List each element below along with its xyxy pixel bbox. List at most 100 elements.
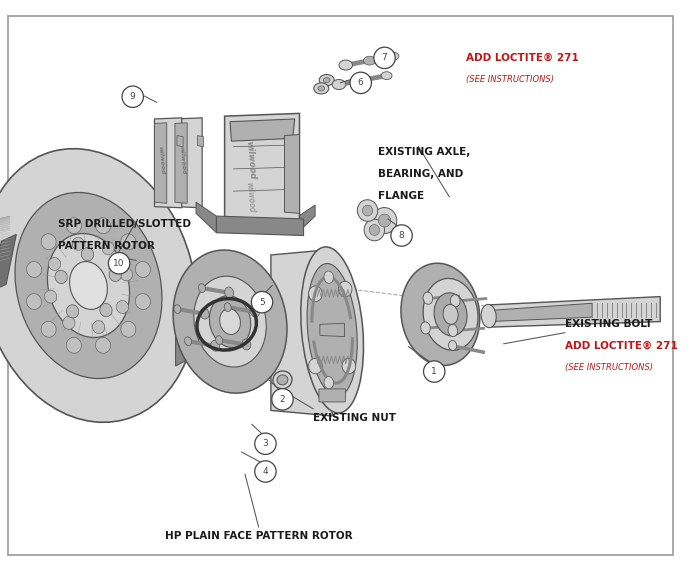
Text: (SEE INSTRUCTIONS): (SEE INSTRUCTIONS) xyxy=(565,363,653,372)
Ellipse shape xyxy=(63,316,75,329)
Ellipse shape xyxy=(209,296,251,348)
Ellipse shape xyxy=(27,262,41,278)
Ellipse shape xyxy=(102,242,114,255)
Ellipse shape xyxy=(424,279,478,350)
Text: 4: 4 xyxy=(262,467,268,476)
Text: ADD LOCTITE® 271: ADD LOCTITE® 271 xyxy=(565,341,678,351)
Ellipse shape xyxy=(194,276,266,367)
Text: ADD LOCTITE® 271: ADD LOCTITE® 271 xyxy=(466,53,579,62)
Ellipse shape xyxy=(301,247,363,413)
Text: wilwood: wilwood xyxy=(244,141,257,180)
Text: 2: 2 xyxy=(279,395,286,404)
Ellipse shape xyxy=(357,75,369,85)
Ellipse shape xyxy=(251,306,260,317)
Ellipse shape xyxy=(332,79,346,90)
Text: EXISTING AXLE,: EXISTING AXLE, xyxy=(378,147,470,156)
Ellipse shape xyxy=(242,339,251,350)
Ellipse shape xyxy=(211,340,220,351)
Polygon shape xyxy=(225,114,300,227)
Ellipse shape xyxy=(72,238,85,250)
Polygon shape xyxy=(284,135,300,214)
Ellipse shape xyxy=(216,336,223,344)
Ellipse shape xyxy=(363,205,372,216)
Ellipse shape xyxy=(55,270,67,284)
Ellipse shape xyxy=(307,263,357,396)
Ellipse shape xyxy=(314,83,329,94)
Ellipse shape xyxy=(449,340,456,351)
Text: SRP DRILLED/SLOTTED: SRP DRILLED/SLOTTED xyxy=(58,219,191,229)
Text: 1: 1 xyxy=(431,367,437,376)
Ellipse shape xyxy=(66,218,81,234)
Ellipse shape xyxy=(309,286,322,301)
Circle shape xyxy=(251,291,273,313)
Text: 6: 6 xyxy=(358,78,363,87)
Ellipse shape xyxy=(95,337,111,353)
Ellipse shape xyxy=(364,219,384,241)
Ellipse shape xyxy=(135,262,150,278)
Text: 3: 3 xyxy=(262,439,268,448)
Ellipse shape xyxy=(41,234,56,250)
Polygon shape xyxy=(489,296,660,327)
Polygon shape xyxy=(175,123,187,203)
Ellipse shape xyxy=(339,60,353,70)
Ellipse shape xyxy=(92,321,105,333)
Ellipse shape xyxy=(48,234,130,337)
Polygon shape xyxy=(0,235,16,291)
Text: 5: 5 xyxy=(259,297,265,307)
Ellipse shape xyxy=(198,284,205,292)
Text: FLANGE: FLANGE xyxy=(378,191,424,201)
Polygon shape xyxy=(177,135,183,147)
Polygon shape xyxy=(216,216,304,235)
Ellipse shape xyxy=(121,321,136,337)
Ellipse shape xyxy=(450,295,460,307)
Polygon shape xyxy=(196,202,216,233)
Ellipse shape xyxy=(120,268,132,281)
Ellipse shape xyxy=(45,290,57,303)
Ellipse shape xyxy=(379,214,391,227)
Ellipse shape xyxy=(481,304,496,328)
Ellipse shape xyxy=(342,358,356,374)
Text: 10: 10 xyxy=(113,259,125,268)
Ellipse shape xyxy=(401,263,480,365)
Ellipse shape xyxy=(48,258,61,271)
Circle shape xyxy=(391,225,412,246)
Text: BEARING, AND: BEARING, AND xyxy=(378,169,463,179)
Ellipse shape xyxy=(388,53,399,60)
Polygon shape xyxy=(230,119,295,141)
Ellipse shape xyxy=(185,337,192,345)
Ellipse shape xyxy=(324,271,333,283)
Ellipse shape xyxy=(173,250,287,393)
FancyBboxPatch shape xyxy=(319,389,345,402)
Ellipse shape xyxy=(41,321,56,337)
Ellipse shape xyxy=(220,309,240,335)
Ellipse shape xyxy=(448,324,458,337)
Text: wilwood: wilwood xyxy=(158,146,165,175)
Ellipse shape xyxy=(323,78,330,83)
Ellipse shape xyxy=(121,234,136,250)
Circle shape xyxy=(255,433,276,455)
Ellipse shape xyxy=(15,192,162,379)
Ellipse shape xyxy=(81,248,94,261)
Circle shape xyxy=(255,461,276,482)
Ellipse shape xyxy=(369,224,379,235)
Polygon shape xyxy=(489,303,592,321)
Ellipse shape xyxy=(421,322,430,334)
Circle shape xyxy=(272,389,293,410)
Ellipse shape xyxy=(443,304,458,324)
Ellipse shape xyxy=(277,375,288,385)
Ellipse shape xyxy=(116,300,129,313)
Text: EXISTING NUT: EXISTING NUT xyxy=(313,413,396,423)
Ellipse shape xyxy=(100,303,112,317)
Ellipse shape xyxy=(174,305,181,313)
Ellipse shape xyxy=(27,293,41,309)
Ellipse shape xyxy=(372,208,397,234)
Ellipse shape xyxy=(309,358,322,374)
Ellipse shape xyxy=(382,72,392,79)
Circle shape xyxy=(350,72,372,94)
Ellipse shape xyxy=(338,282,352,297)
Ellipse shape xyxy=(273,371,292,389)
Ellipse shape xyxy=(95,218,111,234)
Ellipse shape xyxy=(319,75,334,86)
Polygon shape xyxy=(155,123,167,203)
Ellipse shape xyxy=(225,287,234,298)
